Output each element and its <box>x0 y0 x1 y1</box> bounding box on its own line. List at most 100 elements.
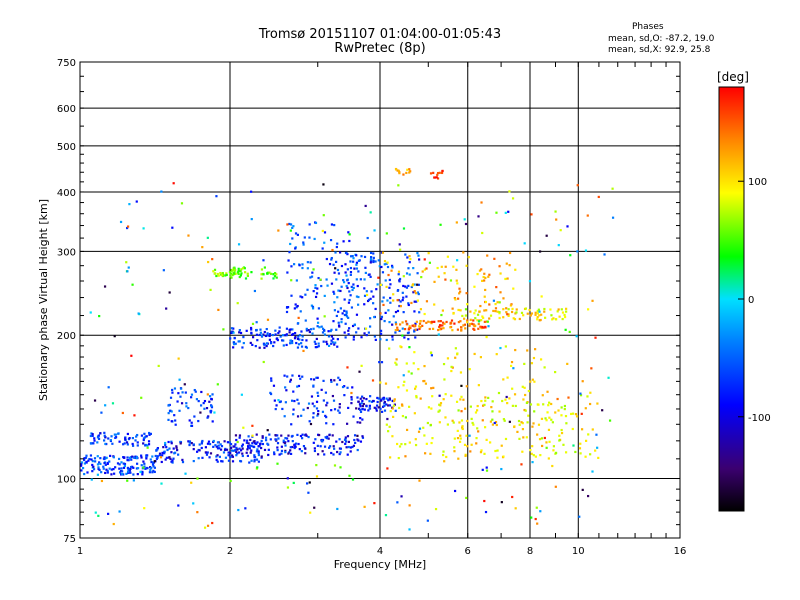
data-point <box>348 290 351 293</box>
data-point <box>449 322 452 325</box>
data-point <box>330 223 334 226</box>
data-point <box>90 432 93 435</box>
data-point <box>521 427 525 431</box>
data-point <box>116 462 120 465</box>
data-point <box>330 282 334 285</box>
data-point <box>279 335 282 338</box>
data-point <box>195 398 199 401</box>
data-point <box>383 319 386 323</box>
data-point <box>251 442 254 445</box>
data-point <box>220 460 223 463</box>
data-point <box>383 259 387 263</box>
data-point <box>250 328 253 331</box>
data-point <box>399 345 402 348</box>
data-point <box>446 423 449 426</box>
data-point <box>540 313 543 316</box>
data-point <box>430 407 433 410</box>
data-point <box>256 441 259 444</box>
data-point <box>291 237 294 240</box>
data-point <box>126 456 129 459</box>
data-point <box>514 507 517 510</box>
data-point <box>211 420 214 423</box>
data-point <box>130 458 133 461</box>
data-point <box>507 313 510 316</box>
data-point <box>348 239 351 243</box>
data-point <box>377 397 380 400</box>
data-point <box>251 343 254 346</box>
data-point <box>537 423 541 426</box>
data-point <box>396 169 399 172</box>
data-point <box>240 268 243 271</box>
data-point <box>482 316 485 319</box>
data-point <box>216 272 219 276</box>
data-point <box>310 395 314 398</box>
data-point <box>333 464 337 467</box>
data-point <box>102 465 105 468</box>
data-point <box>206 442 210 445</box>
data-point <box>523 408 526 412</box>
data-point <box>505 262 508 265</box>
data-point <box>601 409 604 412</box>
data-point <box>586 214 589 217</box>
data-point <box>216 383 219 386</box>
data-point <box>125 472 128 475</box>
data-point <box>336 296 339 299</box>
data-point <box>343 394 346 397</box>
data-point <box>304 447 307 450</box>
data-point <box>311 271 314 274</box>
data-point <box>335 260 338 264</box>
data-point <box>589 391 592 394</box>
data-point <box>317 410 320 413</box>
data-point <box>476 313 480 316</box>
data-point <box>237 267 240 270</box>
data-point <box>90 458 93 461</box>
data-point <box>230 449 233 452</box>
data-point <box>361 399 364 403</box>
data-point <box>169 396 173 399</box>
data-point <box>584 249 588 252</box>
data-point <box>297 343 301 346</box>
data-point <box>531 461 534 464</box>
data-point <box>196 511 199 514</box>
data-point <box>108 460 111 463</box>
data-point <box>327 344 331 347</box>
data-point <box>136 433 139 437</box>
data-point <box>343 313 347 317</box>
data-point <box>285 333 288 336</box>
data-point <box>276 338 279 342</box>
data-point <box>361 418 364 421</box>
data-point <box>386 467 389 470</box>
data-point <box>314 286 317 289</box>
data-point <box>308 330 311 334</box>
data-point <box>333 309 336 312</box>
data-point <box>399 300 402 303</box>
data-point <box>168 291 171 294</box>
data-point <box>284 444 287 447</box>
data-point <box>357 407 361 410</box>
data-point <box>356 434 359 437</box>
data-point <box>518 437 521 440</box>
data-point <box>505 311 508 314</box>
data-point <box>528 308 531 312</box>
data-point <box>541 394 544 397</box>
data-point <box>483 452 486 455</box>
data-point <box>374 338 377 341</box>
data-point <box>213 268 217 271</box>
data-point <box>529 449 532 452</box>
data-point <box>437 410 440 413</box>
data-point <box>385 262 388 265</box>
data-point <box>282 339 285 342</box>
data-point <box>345 440 348 443</box>
data-point <box>117 432 120 435</box>
data-point <box>476 409 479 412</box>
data-point <box>281 407 284 411</box>
data-point <box>250 459 253 462</box>
data-point <box>548 416 551 419</box>
data-point <box>452 312 455 315</box>
data-point <box>268 271 271 274</box>
data-point <box>236 440 239 444</box>
data-point <box>246 272 249 275</box>
data-point <box>307 329 310 332</box>
data-point <box>356 284 359 288</box>
data-point <box>388 278 391 282</box>
